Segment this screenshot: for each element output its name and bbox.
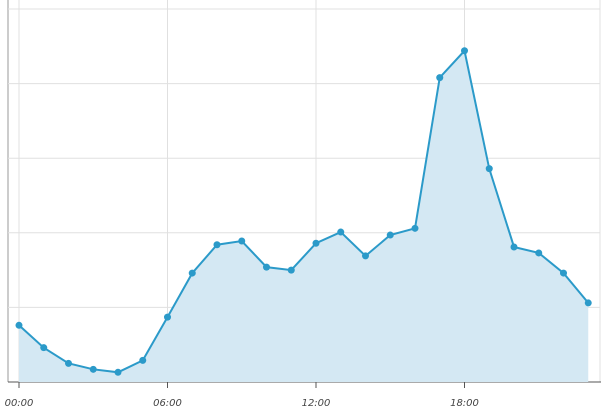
point — [510, 243, 518, 251]
point — [584, 299, 592, 307]
point — [535, 249, 543, 257]
point — [139, 356, 147, 364]
point — [362, 252, 369, 260]
point — [238, 237, 246, 245]
point — [65, 359, 72, 367]
point — [436, 74, 444, 82]
point — [188, 269, 196, 277]
point — [114, 368, 122, 376]
point — [213, 241, 221, 249]
point — [15, 321, 23, 329]
point — [312, 239, 320, 247]
point — [386, 231, 394, 239]
line — [18, 48, 590, 374]
point — [560, 269, 567, 277]
point — [164, 313, 171, 321]
point — [485, 165, 493, 173]
point — [40, 344, 48, 352]
point — [89, 365, 97, 373]
x-tick-label: 00:00 — [5, 398, 34, 409]
point — [287, 266, 295, 274]
x-tick-label: 18:00 — [450, 398, 479, 409]
point — [337, 228, 345, 236]
point — [411, 224, 419, 232]
area-fill — [19, 50, 589, 382]
point — [461, 47, 468, 55]
point — [263, 263, 270, 271]
x-tick-label: 12:00 — [302, 398, 331, 409]
x-tick-label: 06:00 — [153, 398, 182, 409]
